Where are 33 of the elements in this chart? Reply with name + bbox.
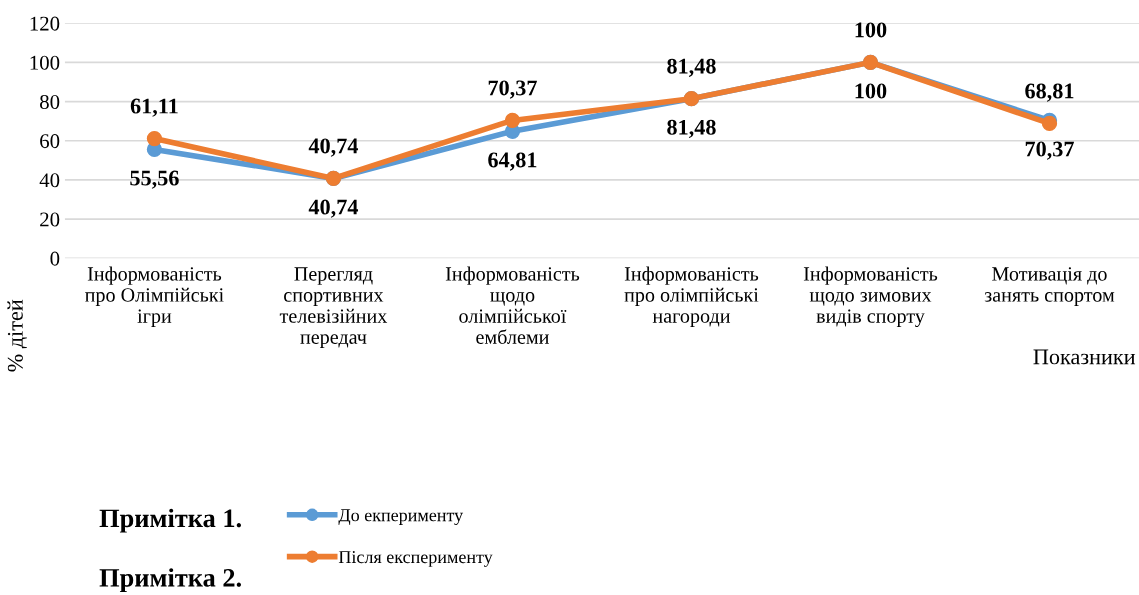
data-label: 61,11 bbox=[130, 98, 178, 117]
y-tick-label: 100 bbox=[30, 55, 60, 70]
y-tick-label: 20 bbox=[40, 212, 60, 227]
data-label: 55,56 bbox=[130, 170, 179, 189]
x-tick-label: Перегляд спортивних телевізійних передач bbox=[279, 267, 388, 348]
y-tick-label: 80 bbox=[40, 94, 60, 109]
x-tick-label: Інформованість про Олімпійські ігри bbox=[85, 266, 224, 327]
point bbox=[504, 112, 521, 129]
data-label: 100 bbox=[855, 22, 887, 38]
data-label: 70,37 bbox=[488, 80, 537, 99]
data-label: 81,48 bbox=[667, 119, 716, 138]
y-tick-label: 60 bbox=[40, 134, 60, 149]
data-label: 64,81 bbox=[488, 152, 537, 171]
point bbox=[146, 130, 163, 147]
x-tick-label: Мотивація до занять спортом bbox=[984, 267, 1115, 306]
y-tick-label: 0 bbox=[50, 251, 60, 266]
data-label: 100 bbox=[855, 83, 887, 99]
data-label: 81,48 bbox=[667, 58, 716, 77]
x-tick-label: Інформованість щодо зимових видів спорту bbox=[803, 266, 938, 327]
data-label: 40,74 bbox=[308, 199, 359, 218]
text: Примітка 2. bbox=[99, 568, 241, 593]
y-tick-label: 120 bbox=[30, 16, 60, 31]
text: Примітка 1. bbox=[99, 508, 241, 533]
x-axis-title: Показники bbox=[1033, 349, 1136, 365]
data-label: 68,81 bbox=[1025, 83, 1074, 102]
legend-label: До екперименту bbox=[338, 509, 464, 526]
legend-label: Після експерименту bbox=[338, 551, 493, 567]
y-tick-label: 40 bbox=[39, 173, 60, 188]
y-axis-title: % дітей bbox=[7, 299, 27, 372]
x-tick-label: Інформованість про олімпійські нагороди bbox=[624, 266, 759, 327]
data-label: 40,74 bbox=[308, 138, 359, 157]
x-tick-label: Інформованість щодо олімпійської емблеми bbox=[445, 266, 580, 344]
data-label: 70,37 bbox=[1025, 141, 1074, 160]
